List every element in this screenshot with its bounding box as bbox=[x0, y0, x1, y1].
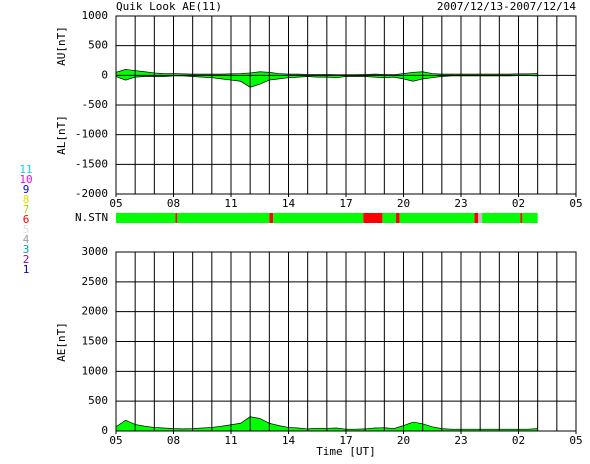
date-range: 2007/12/13-2007/12/14 bbox=[437, 0, 576, 13]
x-tick-label: 17 bbox=[339, 197, 352, 210]
x-tick-label: 23 bbox=[454, 197, 467, 210]
station-legend-label: 3 bbox=[23, 243, 30, 256]
status-segment bbox=[382, 213, 396, 223]
y-tick-label: 2000 bbox=[82, 305, 109, 318]
x-tick-label: 17 bbox=[339, 434, 352, 447]
x-label: Time [UT] bbox=[316, 445, 376, 458]
y-tick-label: 1000 bbox=[82, 364, 109, 377]
area-fill bbox=[116, 75, 538, 88]
status-segment bbox=[175, 213, 178, 223]
y-tick-label: 0 bbox=[101, 68, 108, 81]
y-tick-label: 1500 bbox=[82, 335, 109, 348]
y-tick-label: 500 bbox=[88, 394, 108, 407]
station-legend-label: 6 bbox=[23, 213, 30, 226]
y-tick-label: 3000 bbox=[82, 245, 109, 258]
status-segment bbox=[399, 213, 475, 223]
plot-frame bbox=[115, 15, 577, 195]
y-tick-label: 2500 bbox=[82, 275, 109, 288]
y-tick-label: -1500 bbox=[75, 157, 108, 170]
y-tick-label: 1000 bbox=[82, 9, 109, 22]
status-segment bbox=[478, 213, 483, 223]
x-tick-label: 08 bbox=[167, 434, 180, 447]
x-tick-label: 08 bbox=[167, 197, 180, 210]
x-tick-label: 05 bbox=[109, 434, 122, 447]
station-legend-label: 7 bbox=[23, 203, 30, 216]
status-segment bbox=[482, 213, 521, 223]
station-legend-label: 10 bbox=[19, 173, 32, 186]
status-segment bbox=[177, 213, 270, 223]
y-tick-label: 500 bbox=[88, 39, 108, 52]
x-tick-label: 02 bbox=[512, 434, 525, 447]
plot-frame bbox=[115, 251, 577, 432]
x-tick-label: 05 bbox=[109, 197, 122, 210]
status-segment bbox=[522, 213, 538, 223]
status-segment bbox=[474, 213, 479, 223]
status-segment bbox=[520, 213, 523, 223]
area-fill bbox=[116, 416, 538, 431]
status-segment bbox=[363, 213, 383, 223]
chart-title: Quik Look AE(11) bbox=[116, 0, 222, 13]
station-legend-label: 5 bbox=[23, 223, 30, 236]
x-tick-label: 11 bbox=[224, 434, 237, 447]
y-label: AE[nT] bbox=[55, 322, 68, 362]
y-label: AU[nT] bbox=[55, 26, 68, 66]
status-segment bbox=[269, 213, 274, 223]
status-segment bbox=[273, 213, 364, 223]
status-segment bbox=[116, 213, 176, 223]
y-tick-label: -2000 bbox=[75, 187, 108, 200]
station-legend-label: 2 bbox=[23, 253, 30, 266]
station-legend-label: 1 bbox=[23, 263, 30, 276]
y-tick-label: -500 bbox=[82, 98, 109, 111]
x-tick-label: 11 bbox=[224, 197, 237, 210]
status-label: N.STN bbox=[75, 211, 108, 224]
x-tick-label: 23 bbox=[454, 434, 467, 447]
x-tick-label: 02 bbox=[512, 197, 525, 210]
station-legend-label: 8 bbox=[23, 193, 30, 206]
x-tick-label: 14 bbox=[282, 434, 296, 447]
x-tick-label: 05 bbox=[569, 197, 582, 210]
status-segment bbox=[395, 213, 400, 223]
x-tick-label: 20 bbox=[397, 434, 410, 447]
station-legend-label: 4 bbox=[23, 233, 30, 246]
y-tick-label: -1000 bbox=[75, 128, 108, 141]
y-tick-label: 0 bbox=[101, 424, 108, 437]
station-legend-label: 9 bbox=[23, 183, 30, 196]
station-legend-label: 11 bbox=[19, 163, 32, 176]
x-tick-label: 05 bbox=[569, 434, 582, 447]
x-tick-label: 14 bbox=[282, 197, 296, 210]
x-tick-label: 20 bbox=[397, 197, 410, 210]
y-label: AL[nT] bbox=[55, 115, 68, 155]
